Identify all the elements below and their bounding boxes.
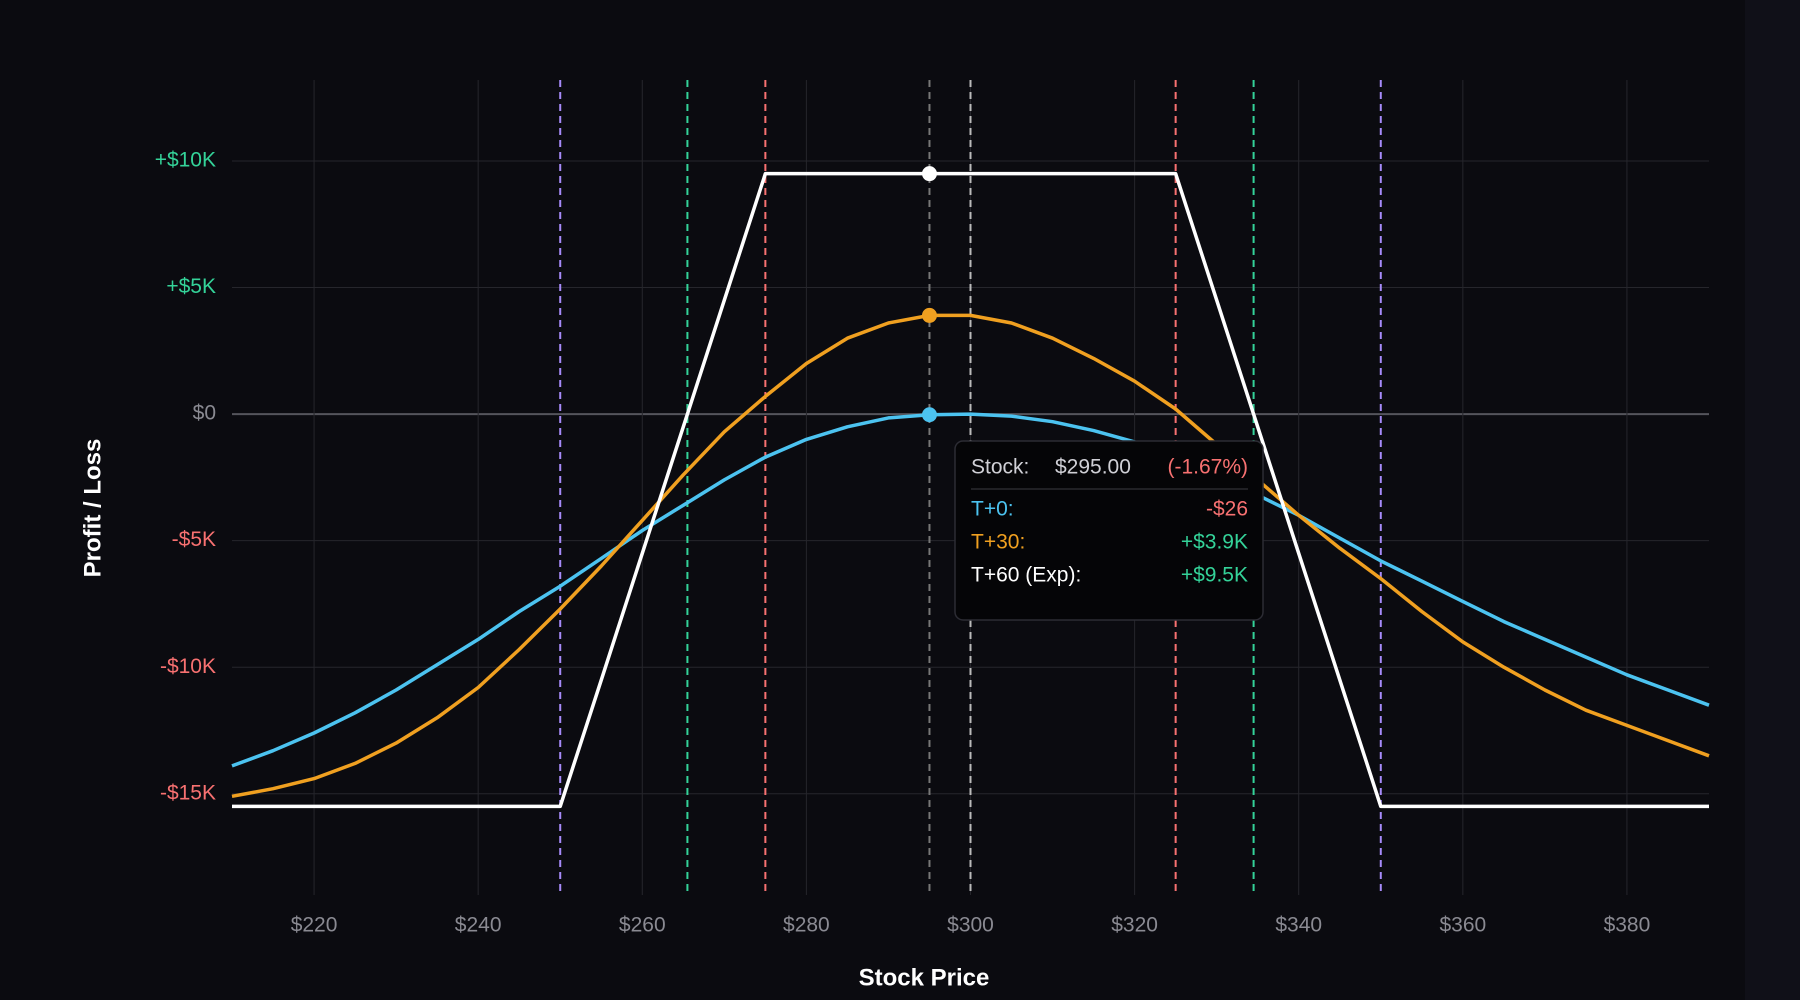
x-tick-label: $300 (947, 914, 994, 937)
tooltip-stock-label: Stock: (971, 456, 1029, 479)
x-tick-label: $360 (1439, 914, 1486, 937)
hover-point (921, 307, 937, 323)
tooltip-stock-price: $295.00 (1055, 456, 1131, 479)
y-tick-label: -$10K (160, 655, 216, 678)
x-tick-label: $280 (783, 914, 830, 937)
y-tick-label: +$10K (155, 149, 216, 172)
tooltip-row-label: T+60 (Exp): (971, 564, 1081, 587)
tooltip-stock-change: (-1.67%) (1167, 456, 1248, 479)
tooltip-row-label: T+30: (971, 531, 1025, 554)
chart-background (0, 0, 1745, 1000)
x-tick-label: $380 (1604, 914, 1651, 937)
x-tick-label: $220 (291, 914, 338, 937)
tooltip-row-label: T+0: (971, 498, 1014, 521)
reference-lines (559, 80, 1382, 895)
tooltip: Stock: $295.00 (-1.67%) T+0: -$26 T+30: +$3.9K… (954, 440, 1264, 621)
tooltip-box (954, 440, 1264, 621)
x-tick-label: $240 (455, 914, 502, 937)
y-tick-label: -$15K (160, 781, 216, 804)
series-line (232, 171, 1709, 809)
side-panel (1745, 0, 1800, 1000)
x-tick-label: $340 (1275, 914, 1322, 937)
y-tick-label: -$5K (172, 528, 216, 551)
tooltip-row-value: +$9.5K (1181, 564, 1248, 587)
tooltip-row-value: +$3.9K (1181, 531, 1248, 554)
lines (231, 166, 1710, 809)
series-line (231, 313, 1710, 799)
tooltip-row-value: -$26 (1206, 498, 1248, 521)
series-line (231, 412, 1710, 768)
y-tick-label: $0 (193, 402, 216, 425)
hover-point (921, 407, 937, 423)
x-tick-label: $320 (1111, 914, 1158, 937)
x-axis-title: Stock Price (859, 964, 990, 991)
hover-point (921, 166, 937, 182)
y-tick-label: +$5K (166, 275, 216, 298)
y-axis-title: Profit / Loss (79, 439, 106, 578)
x-tick-label: $260 (619, 914, 666, 937)
